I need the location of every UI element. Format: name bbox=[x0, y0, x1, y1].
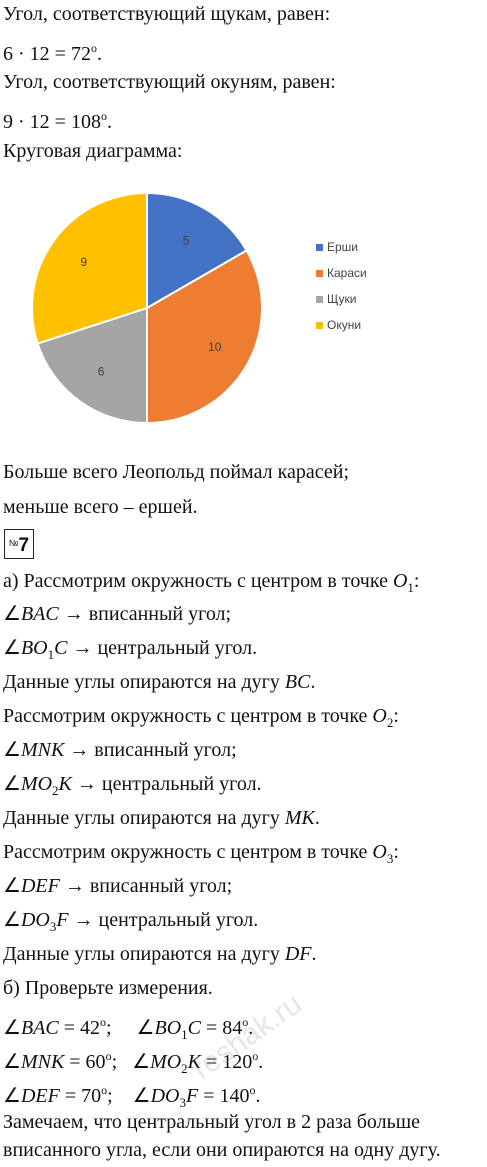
conclusion-line-1: Замечаем, что центральный угол в 2 раза … bbox=[3, 1111, 421, 1133]
pie-slice-label: 10 bbox=[208, 340, 222, 354]
arc-mk-text: Данные углы опираются на дугу MK. bbox=[3, 807, 320, 829]
legend-swatch bbox=[316, 322, 323, 329]
consider-circle-o2: Рассмотрим окружность с центром в точке … bbox=[3, 705, 399, 730]
pie-chart: 5 10 6 9 Ерши Караси Щуки Окуни bbox=[0, 185, 487, 435]
legend-label: Щуки bbox=[327, 292, 356, 306]
most-caught-text: Больше всего Леопольд поймал карасей; bbox=[3, 461, 350, 483]
measure-row-2: ∠MNK = 60о; ∠MO2K = 120о. bbox=[3, 1049, 264, 1076]
conclusion-line-2: вписанного угла, если они опираются на о… bbox=[3, 1139, 441, 1161]
angle-do3f-central: ∠DO3F → центральный угол. bbox=[3, 909, 259, 934]
angle-mo2k-central: ∠MO2K → центральный угол. bbox=[3, 773, 262, 798]
check-measurements: б) Проверьте измерения. bbox=[3, 977, 213, 999]
consider-circle-o1: а) Рассмотрим окружность с центром в точ… bbox=[3, 570, 420, 595]
arc-bc-text: Данные углы опираются на дугу BC. bbox=[3, 671, 316, 693]
legend-label: Ерши bbox=[327, 240, 358, 254]
pie-slice-3 bbox=[36, 306, 148, 425]
angle-def-inscribed: ∠DEF → вписанный угол; bbox=[3, 875, 233, 897]
perch-formula: 9 · 12 = 108о. bbox=[3, 109, 112, 133]
measure-row-3: ∠DEF = 70о; ∠DO3F = 140о. bbox=[3, 1083, 261, 1110]
pie-slice-label: 6 bbox=[98, 364, 105, 378]
legend-swatch bbox=[316, 270, 323, 277]
legend-swatch bbox=[316, 244, 323, 251]
least-caught-text: меньше всего – ершей. bbox=[3, 496, 198, 518]
pie-title: Круговая диаграмма: bbox=[3, 140, 183, 162]
angle-bac-inscribed: ∠BAC → вписанный угол; bbox=[3, 603, 232, 625]
angle-mnk-inscribed: ∠MNK → вписанный угол; bbox=[3, 739, 237, 761]
pie-slice-2 bbox=[146, 249, 263, 425]
angle-bo1c-central: ∠BO1C → центральный угол. bbox=[3, 637, 258, 662]
pie-slice-label: 9 bbox=[80, 255, 87, 269]
pie-slice-4 bbox=[31, 191, 148, 345]
pike-angle-text: Угол, соответствующий щукам, равен: bbox=[3, 3, 331, 25]
legend-label: Караси bbox=[327, 266, 367, 280]
arc-df-text: Данные углы опираются на дугу DF. bbox=[3, 943, 317, 965]
legend-swatch bbox=[316, 296, 323, 303]
task-number-box: №7 bbox=[4, 529, 34, 559]
pie-slice-label: 5 bbox=[183, 233, 190, 247]
consider-circle-o3: Рассмотрим окружность с центром в точке … bbox=[3, 841, 399, 866]
legend-label: Окуни bbox=[327, 318, 361, 332]
pie-slice-1 bbox=[146, 191, 248, 310]
measure-row-1: ∠BAC = 42о; ∠BO1C = 84о. bbox=[3, 1015, 254, 1042]
pike-formula: 6 · 12 = 72о. bbox=[3, 41, 102, 65]
perch-angle-text: Угол, соответствующий окуням, равен: bbox=[3, 71, 336, 93]
